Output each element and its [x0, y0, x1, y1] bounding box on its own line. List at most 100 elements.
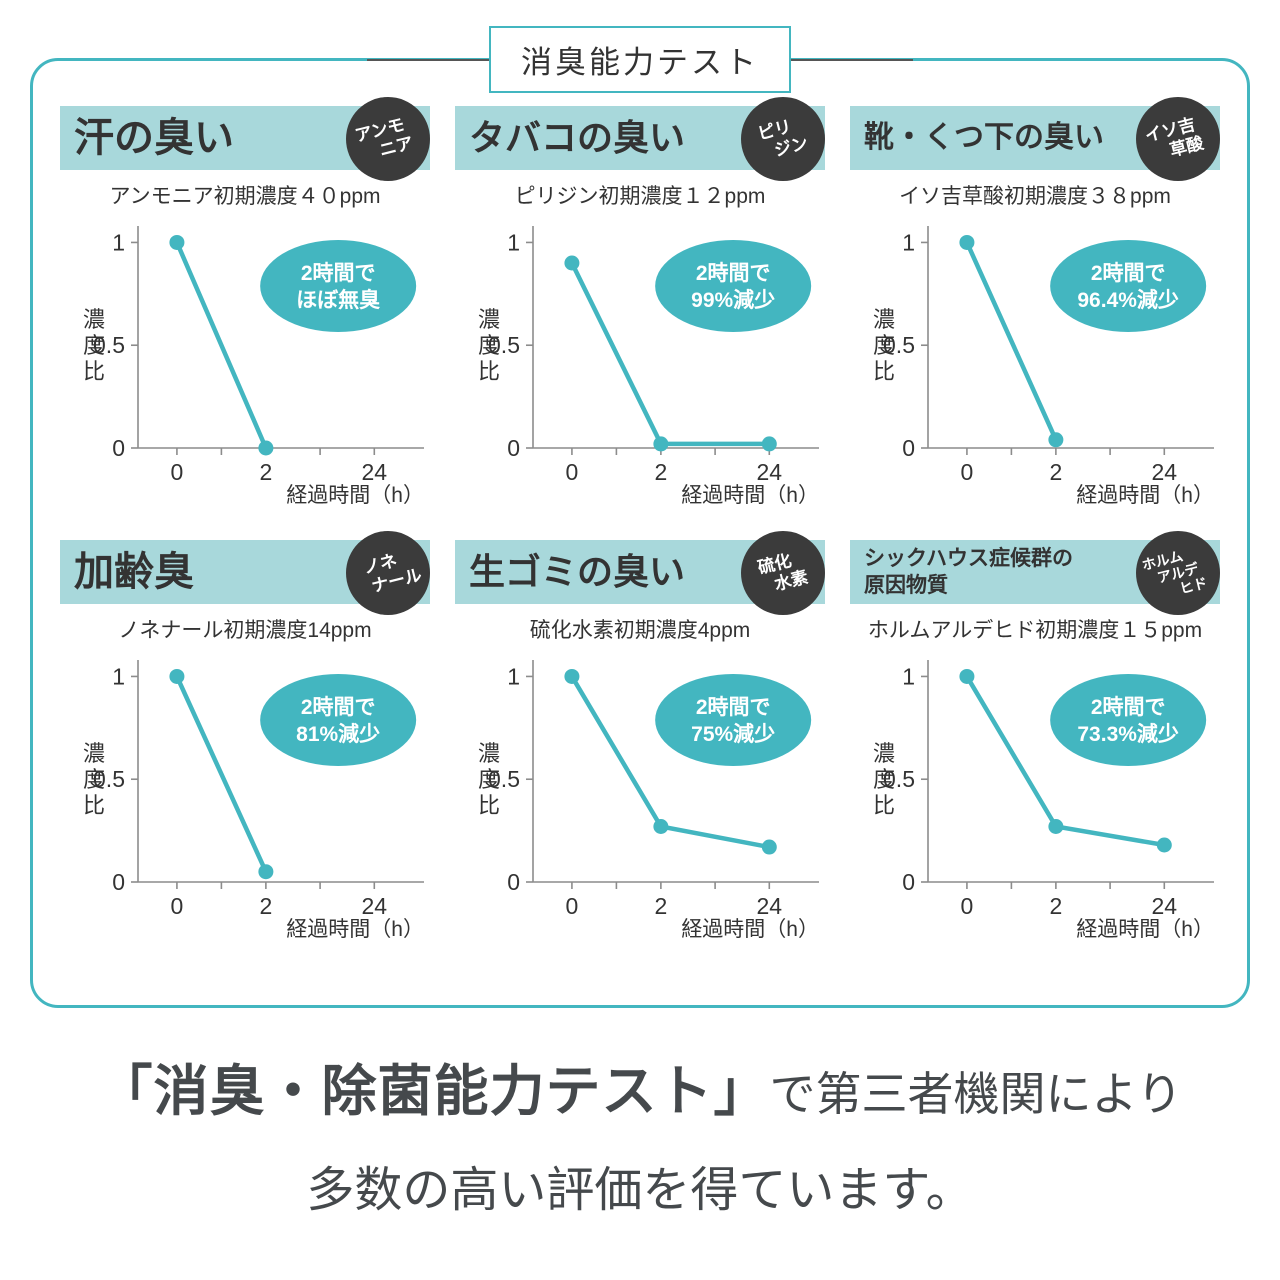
- footer-text: 「消臭・除菌能力テスト」で第三者機関により 多数の高い評価を得ています。: [0, 1046, 1280, 1220]
- x-tick-label: 0: [961, 893, 974, 919]
- data-point: [258, 864, 274, 880]
- y-axis-label-char: 度: [478, 333, 500, 358]
- result-bubble-text: 99%減少: [691, 288, 775, 312]
- panels-grid: 汗の臭い アンモ ニア アンモニア初期濃度４０ppm 0 0.5 1 0 2 24 濃度比経過…: [60, 97, 1220, 944]
- x-tick-label: 0: [566, 459, 579, 485]
- x-tick-label: 0: [171, 459, 184, 485]
- y-tick-label: 0.5: [93, 766, 125, 792]
- y-tick-label: 0.5: [488, 766, 520, 792]
- x-tick-label: 24: [362, 459, 388, 485]
- chemical-badge: アンモ ニア: [346, 97, 430, 181]
- y-axis-label-char: 濃: [83, 741, 105, 766]
- y-axis-label-char: 度: [83, 767, 105, 792]
- y-tick-label: 1: [112, 663, 125, 689]
- result-bubble-text: 75%減少: [691, 722, 775, 746]
- y-axis-label-char: 濃: [83, 307, 105, 332]
- x-tick-label: 2: [654, 893, 667, 919]
- result-bubble: [260, 240, 417, 332]
- y-tick-label: 0.5: [93, 332, 125, 358]
- data-point: [258, 440, 274, 456]
- x-axis-label: 経過時間（h）: [286, 484, 424, 507]
- x-tick-label: 2: [259, 459, 272, 485]
- chemical-badge-text: アンモ ニア: [352, 114, 415, 161]
- odor-test-panel: 加齢臭 ノネ ナール ノネナール初期濃度14ppm 0 0.5 1 0 2 24 濃度比経過時…: [60, 531, 430, 944]
- odor-title: 汗の臭い: [74, 116, 234, 160]
- x-axis-label: 経過時間（h）: [1076, 918, 1214, 941]
- chart-line: [174, 240, 269, 451]
- odor-title: シックハウス症候群の 原因物質: [864, 546, 1073, 597]
- panel-header: シックハウス症候群の 原因物質 ホルム アルデ ヒド: [850, 531, 1220, 615]
- result-bubble-text: 2時間で: [1091, 261, 1166, 285]
- data-point: [761, 839, 777, 855]
- result-bubble: [260, 674, 417, 766]
- chemical-badge-text: ピリ ジン: [755, 116, 810, 161]
- chemical-badge-text: 硫化 水素: [755, 550, 810, 595]
- chart-line: [174, 674, 269, 874]
- y-tick-label: 0: [902, 869, 915, 895]
- x-tick-label: 2: [654, 459, 667, 485]
- result-bubble-text: 2時間で: [696, 261, 771, 285]
- y-tick-label: 0.5: [488, 332, 520, 358]
- x-tick-label: 24: [1152, 893, 1178, 919]
- y-axis-label-char: 濃: [873, 741, 895, 766]
- result-bubble-text: 73.3%減少: [1077, 722, 1179, 746]
- chemical-badge: ピリ ジン: [741, 97, 825, 181]
- title-row: 消臭能力テスト: [0, 26, 1280, 93]
- y-axis-label-char: 濃: [873, 307, 895, 332]
- odor-title: 加齢臭: [74, 550, 194, 594]
- footer-rest: で第三者機関により: [769, 1068, 1183, 1120]
- data-point: [653, 436, 669, 452]
- initial-concentration-label: ノネナール初期濃度14ppm: [118, 619, 372, 642]
- result-bubble-text: ほぼ無臭: [296, 288, 380, 312]
- y-axis-label-char: 度: [873, 767, 895, 792]
- x-tick-label: 24: [757, 459, 783, 485]
- data-point: [564, 668, 580, 684]
- y-tick-label: 1: [902, 229, 915, 255]
- data-point: [169, 668, 185, 684]
- y-tick-label: 0: [507, 869, 520, 895]
- panel-header: 生ゴミの臭い 硫化 水素: [455, 531, 825, 615]
- x-axis-label: 経過時間（h）: [681, 484, 819, 507]
- y-tick-label: 1: [112, 229, 125, 255]
- footer-line1: 「消臭・除菌能力テスト」で第三者機関により: [0, 1046, 1280, 1126]
- y-axis-label-char: 比: [873, 359, 895, 384]
- result-bubble-text: 2時間で: [301, 695, 376, 719]
- result-bubble: [1050, 674, 1207, 766]
- chemical-badge-text: ホルム アルデ ヒド: [1140, 547, 1210, 597]
- panel-header: タバコの臭い ピリ ジン: [455, 97, 825, 181]
- test-section-frame: [30, 58, 1250, 1008]
- initial-concentration-label: ホルムアルデヒド初期濃度１５ppm: [867, 619, 1203, 642]
- y-axis-label-char: 度: [478, 767, 500, 792]
- x-tick-label: 2: [1049, 459, 1062, 485]
- x-tick-label: 2: [259, 893, 272, 919]
- x-axis-label: 経過時間（h）: [286, 918, 424, 941]
- y-tick-label: 1: [507, 229, 520, 255]
- title-rule-left: [367, 58, 489, 61]
- panel-header: 靴・くつ下の臭い イソ吉 草酸: [850, 97, 1220, 181]
- odor-title: タバコの臭い: [469, 117, 686, 159]
- x-axis-label: 経過時間（h）: [681, 918, 819, 941]
- y-tick-label: 0: [112, 435, 125, 461]
- chemical-badge: ホルム アルデ ヒド: [1136, 531, 1220, 615]
- initial-concentration-label: ピリジン初期濃度１２ppm: [514, 185, 766, 208]
- y-axis-label-char: 比: [478, 793, 500, 818]
- data-point: [1048, 432, 1064, 448]
- y-tick-label: 0.5: [883, 766, 915, 792]
- data-point: [959, 668, 975, 684]
- result-bubble-text: 2時間で: [696, 695, 771, 719]
- x-tick-label: 0: [961, 459, 974, 485]
- y-axis-label-char: 度: [873, 333, 895, 358]
- data-point: [169, 234, 185, 250]
- chemical-badge-text: イソ吉 草酸: [1142, 114, 1205, 161]
- result-bubble: [655, 240, 812, 332]
- x-tick-label: 2: [1049, 893, 1062, 919]
- result-bubble: [655, 674, 812, 766]
- y-axis-label-char: 比: [83, 793, 105, 818]
- y-tick-label: 1: [507, 663, 520, 689]
- result-bubble-text: 81%減少: [296, 722, 380, 746]
- y-axis-label-char: 濃: [478, 307, 500, 332]
- y-axis-label-char: 比: [873, 793, 895, 818]
